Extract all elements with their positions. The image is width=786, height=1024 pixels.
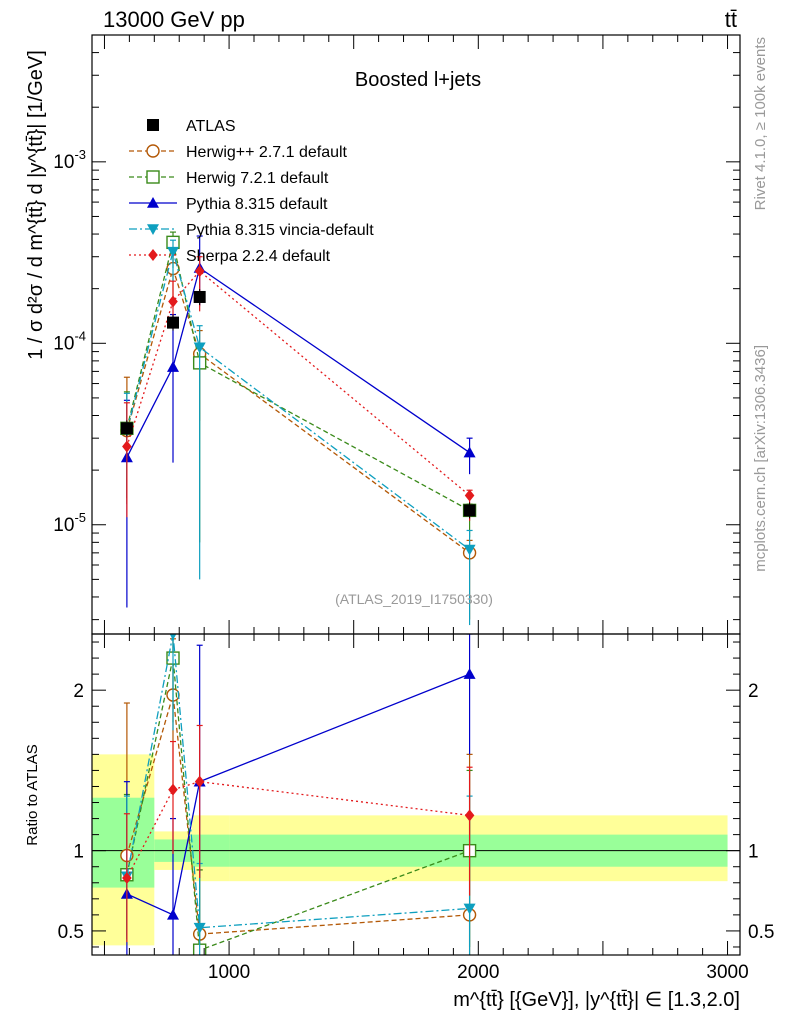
legend-marker-data (147, 119, 159, 131)
ratio-series-3-line (126, 634, 470, 929)
ratio-series-3-point (463, 903, 476, 915)
ratio-tick-label-right: 2 (748, 681, 759, 702)
legend-marker-3 (147, 224, 159, 235)
ratio-series-1-line (126, 657, 470, 952)
legend-label-data: ATLAS (186, 118, 236, 135)
legend-marker-4 (148, 249, 158, 261)
legend-label-1: Herwig 7.2.1 default (186, 170, 329, 187)
legend-marker-2 (147, 197, 159, 208)
series-3-point (193, 342, 206, 354)
ratio-tick-label-left: 1 (73, 842, 84, 863)
series-1 (120, 231, 477, 543)
ratio-tick-label-right: 0.5 (748, 922, 774, 943)
rivet-label: Rivet 4.1.0, ≥ 100k events (752, 37, 769, 210)
ratio-frame (91, 633, 741, 956)
ratio-tick-label-right: 1 (748, 842, 759, 863)
main-panel: 10-5 10-4 10-3 (53, 34, 741, 635)
series-3-point (463, 544, 476, 556)
legend-label-2: Pythia 8.315 default (186, 196, 328, 213)
ratio-series-2-line (126, 673, 470, 916)
ratio-tick-label-left: 2 (73, 681, 84, 702)
data-point (463, 504, 476, 517)
y-tick-label: 10-3 (53, 147, 86, 173)
header-left: 13000 GeV pp (103, 7, 245, 32)
series-2-point (463, 446, 476, 458)
ratio-tick-label-left: 0.5 (58, 922, 84, 943)
series-3-line (126, 249, 470, 551)
ratio-series-0-line (126, 694, 470, 935)
ratio-panel: 0.5 0.5 1 1 2 2 1000 2000 3000 (58, 633, 774, 983)
legend-marker-0 (146, 144, 160, 158)
y-tick-label: 10-4 (53, 328, 86, 354)
ratio-series-4 (122, 724, 475, 943)
analysis-tag: (ATLAS_2019_I1750330) (335, 591, 493, 607)
header-right: tt̄ (725, 7, 737, 32)
series-4-point (194, 265, 205, 278)
ratio-series-2-point (167, 908, 179, 920)
ratio-series-4-point (168, 783, 178, 796)
series-4-line (126, 270, 471, 496)
ratio-series-3-point (193, 922, 206, 934)
ratio-y-label: Ratio to ATLAS (24, 744, 41, 845)
y-axis-label: 1 / σ d²σ / d m^{tt̄} d |y^{tt̄}| [1/GeV… (25, 50, 47, 360)
series-4-point (464, 489, 475, 502)
data-point (167, 316, 179, 329)
ratio-series-4-point (122, 871, 132, 884)
y-tick-label: 10-5 (53, 510, 86, 536)
legend-label-4: Sherpa 2.2.4 default (186, 248, 331, 265)
series-0-line (126, 266, 470, 554)
x-tick-label: 1000 (208, 962, 250, 983)
ratio-series-2-point (463, 668, 476, 679)
series-3-point (167, 246, 179, 258)
series-4-point (122, 440, 132, 453)
x-axis-label: m^{tt̄} [{GeV}], |y^{tt̄}| ∈ [1.3,2.0] (453, 989, 740, 1011)
series-1-line (126, 242, 470, 511)
x-tick-label: 3000 (706, 962, 748, 983)
legend-marker-1 (146, 170, 160, 184)
legend-label-3: Pythia 8.315 vincia-default (186, 222, 374, 239)
series-2-point (167, 361, 179, 372)
ratio-series-4-point (194, 775, 205, 788)
ratio-series-4-point (464, 809, 475, 822)
series-4 (122, 256, 475, 521)
x-tick-label: 2000 (457, 962, 499, 983)
data-point (193, 290, 206, 303)
mcplots-label: mcplots.cern.ch [arXiv:1306.3436] (752, 345, 769, 572)
chart-title: Boosted l+jets (355, 69, 481, 91)
legend-label-0: Herwig++ 2.7.1 default (186, 144, 348, 161)
data-series (120, 288, 476, 519)
series-4-point (168, 295, 178, 308)
series-2-line (126, 266, 470, 458)
ratio-series-3-point (169, 634, 177, 640)
data-point (120, 422, 133, 435)
legend: ATLAS Herwig++ 2.7.1 default Herwig 7.2.1 … (129, 118, 374, 265)
